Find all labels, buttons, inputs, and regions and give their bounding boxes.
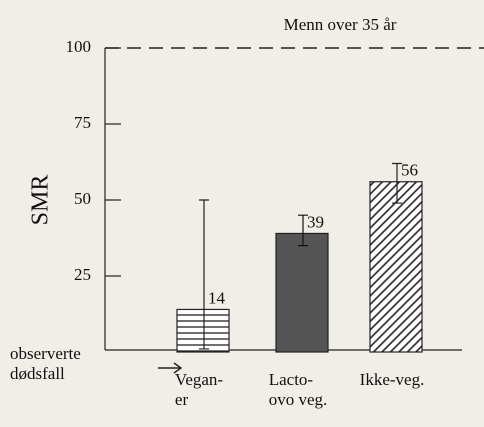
- y-tick-label: 75: [74, 113, 91, 132]
- x-tick-label: Lacto- ovo veg.: [268, 370, 328, 409]
- x-tick-label: Ikke-veg.: [359, 370, 425, 389]
- bar: [176, 308, 230, 353]
- annotation: observerte dødsfall: [10, 344, 81, 383]
- bar: [275, 232, 329, 353]
- data-label: 39: [307, 212, 324, 231]
- x-tick-label: Vegan- er: [174, 370, 224, 409]
- data-label: 56: [401, 161, 418, 180]
- data-label: 14: [208, 288, 226, 307]
- chart-title: Menn over 35 år: [284, 15, 397, 34]
- y-axis-label: SMR: [28, 175, 54, 226]
- bar: [369, 181, 423, 353]
- y-tick-label: 25: [74, 265, 91, 284]
- error-bar: [392, 162, 402, 204]
- y-tick-label: 50: [74, 189, 91, 208]
- error-bar: [199, 199, 209, 350]
- y-tick-label: 100: [66, 37, 92, 56]
- error-bar: [298, 214, 308, 247]
- arrow-head: [173, 362, 183, 374]
